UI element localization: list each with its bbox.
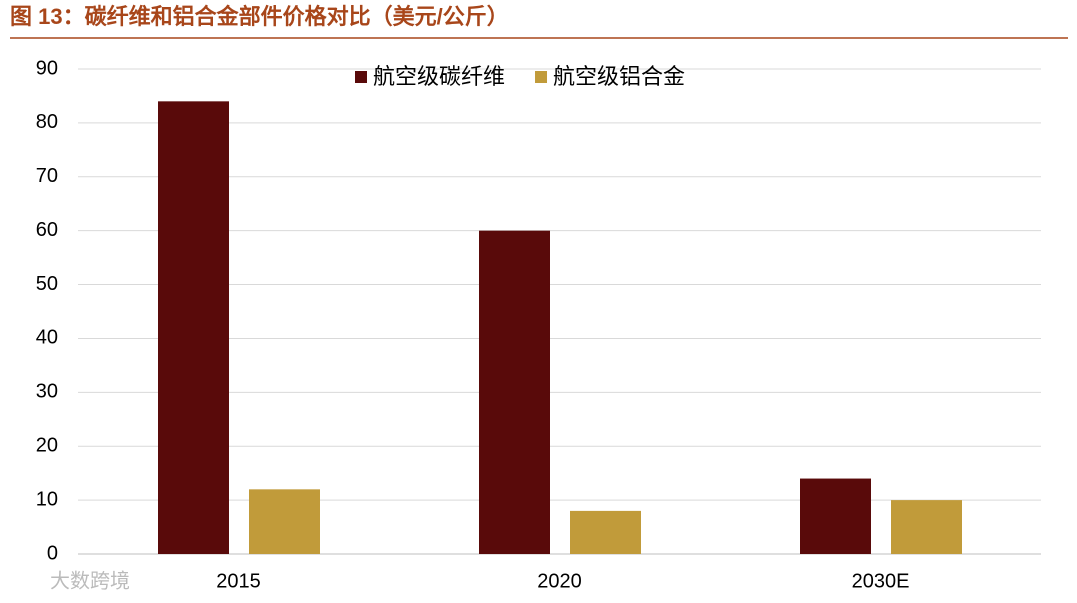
bar bbox=[158, 101, 229, 554]
legend-label: 航空级碳纤维 bbox=[373, 64, 505, 89]
y-tick-label: 60 bbox=[36, 219, 58, 241]
bar bbox=[249, 489, 320, 554]
y-tick-label: 30 bbox=[36, 381, 58, 403]
y-tick-label: 50 bbox=[36, 273, 58, 295]
x-tick-label: 2015 bbox=[216, 570, 261, 592]
bar bbox=[570, 510, 641, 554]
y-tick-label: 40 bbox=[36, 327, 58, 349]
x-tick-label: 2030E bbox=[852, 570, 910, 592]
y-tick-label: 90 bbox=[36, 57, 58, 79]
chart-title: 图 13：碳纤维和铝合金部件价格对比（美元/公斤） bbox=[10, 4, 509, 29]
y-tick-label: 20 bbox=[36, 435, 58, 457]
watermark: 大数跨境 bbox=[50, 569, 130, 592]
legend-swatch bbox=[535, 71, 548, 83]
bar bbox=[891, 500, 962, 554]
x-tick-label: 2020 bbox=[537, 570, 582, 592]
y-tick-label: 80 bbox=[36, 111, 58, 133]
bar bbox=[800, 478, 871, 554]
y-tick-label: 10 bbox=[36, 488, 58, 510]
y-tick-label: 0 bbox=[47, 542, 58, 564]
y-tick-label: 70 bbox=[36, 165, 58, 187]
legend-swatch bbox=[355, 71, 367, 83]
legend-label: 航空级铝合金 bbox=[553, 64, 685, 89]
bar bbox=[479, 230, 550, 554]
